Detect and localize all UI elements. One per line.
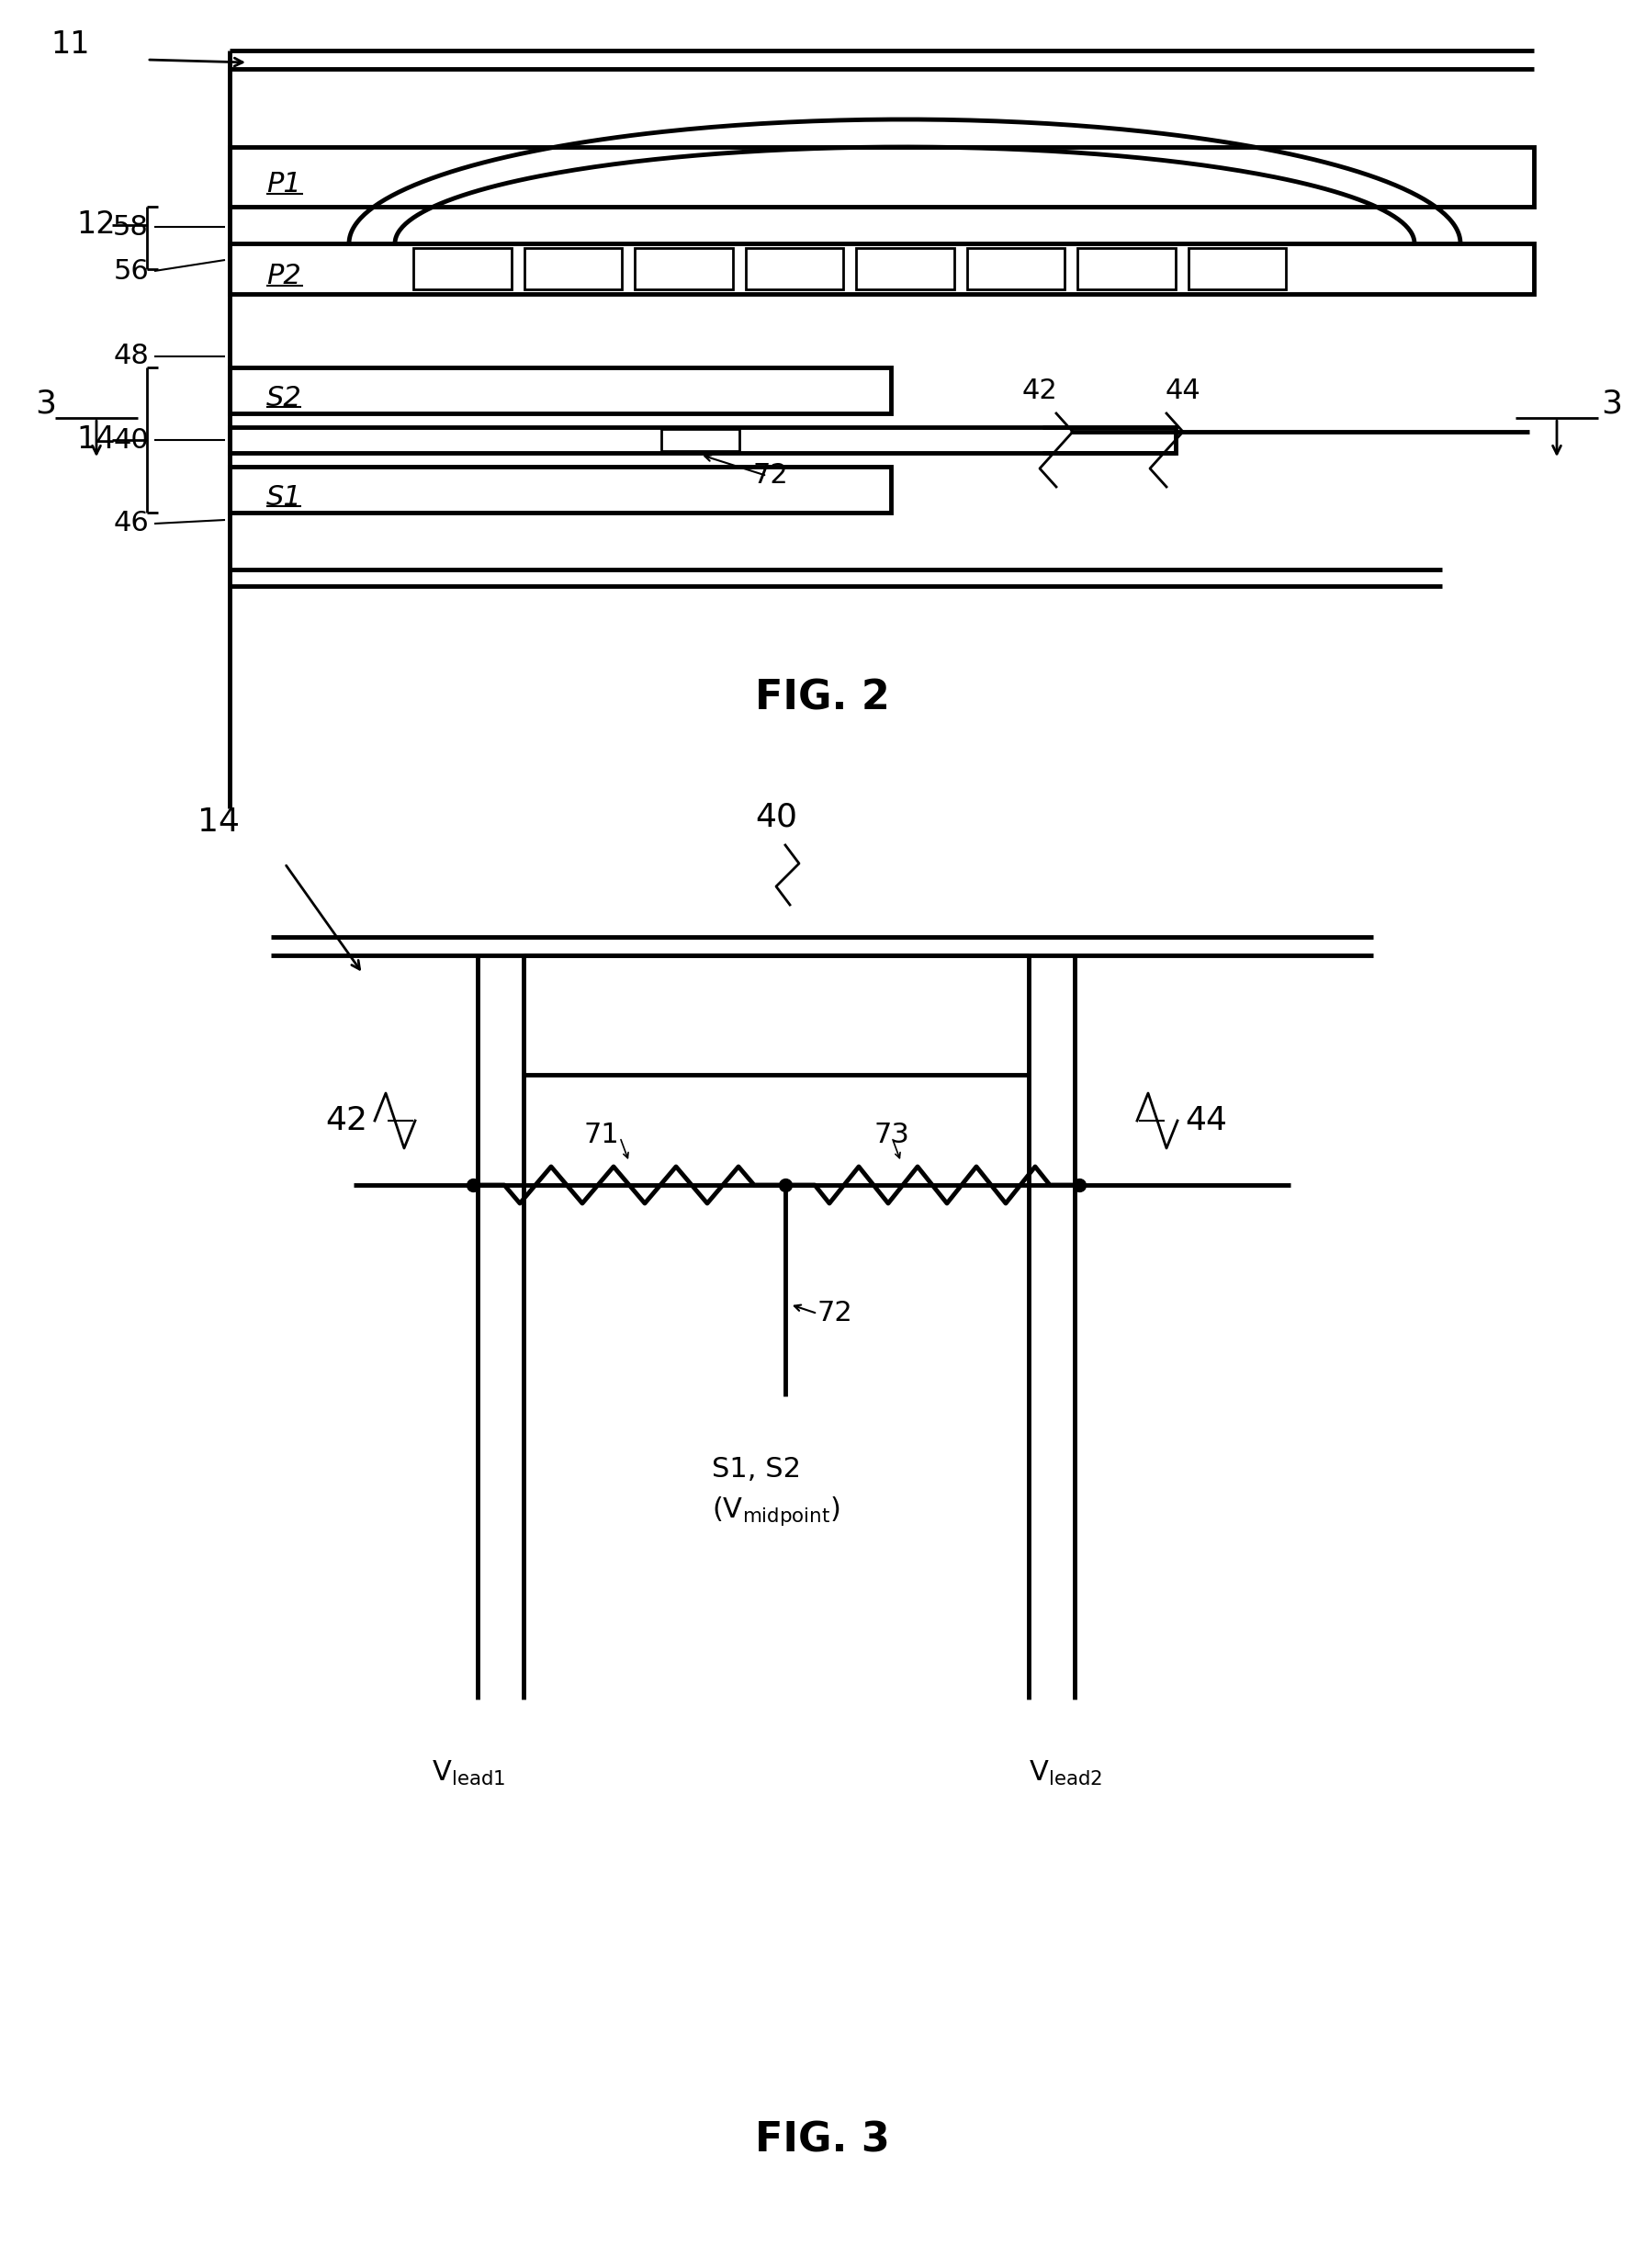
Bar <box>967 247 1064 290</box>
Bar <box>230 467 892 513</box>
Text: V$_\mathrm{lead1}$: V$_\mathrm{lead1}$ <box>431 1758 505 1787</box>
Text: FIG. 2: FIG. 2 <box>755 678 890 719</box>
Text: 3: 3 <box>35 388 56 420</box>
Text: 42: 42 <box>1022 376 1058 404</box>
Text: S1, S2: S1, S2 <box>712 1456 801 1483</box>
Bar <box>230 426 1176 454</box>
Text: (V$_\mathrm{midpoint}$): (V$_\mathrm{midpoint}$) <box>712 1495 841 1529</box>
Text: P2: P2 <box>266 263 301 290</box>
Text: 58: 58 <box>114 213 148 240</box>
Bar <box>230 367 892 413</box>
Text: 42: 42 <box>326 1105 367 1136</box>
Bar <box>1188 247 1286 290</box>
Bar <box>661 429 739 451</box>
Bar <box>230 243 1533 295</box>
Text: 73: 73 <box>873 1120 910 1148</box>
Text: FIG. 3: FIG. 3 <box>755 2121 890 2159</box>
Text: S2: S2 <box>266 386 303 411</box>
Text: 3: 3 <box>1601 388 1622 420</box>
Text: 72: 72 <box>753 463 788 490</box>
Bar <box>525 247 622 290</box>
Text: 14: 14 <box>77 424 115 456</box>
Text: 44: 44 <box>1184 1105 1227 1136</box>
Text: 40: 40 <box>755 803 798 832</box>
Bar <box>855 247 954 290</box>
Text: 40: 40 <box>114 426 148 454</box>
Text: V$_\mathrm{lead2}$: V$_\mathrm{lead2}$ <box>1028 1758 1102 1787</box>
Bar <box>1077 247 1175 290</box>
Text: 44: 44 <box>1165 376 1201 404</box>
Text: 12: 12 <box>77 211 117 240</box>
Text: 56: 56 <box>114 259 148 284</box>
Text: P1: P1 <box>266 170 301 197</box>
Bar <box>230 147 1533 206</box>
Text: 46: 46 <box>114 510 148 538</box>
Text: 72: 72 <box>818 1300 854 1327</box>
Text: 11: 11 <box>51 29 89 59</box>
Text: S1: S1 <box>266 483 303 510</box>
Bar <box>635 247 732 290</box>
Bar <box>413 247 512 290</box>
Text: 48: 48 <box>114 342 148 370</box>
Text: 71: 71 <box>584 1120 620 1148</box>
Bar <box>745 247 844 290</box>
Text: 14: 14 <box>197 807 240 837</box>
